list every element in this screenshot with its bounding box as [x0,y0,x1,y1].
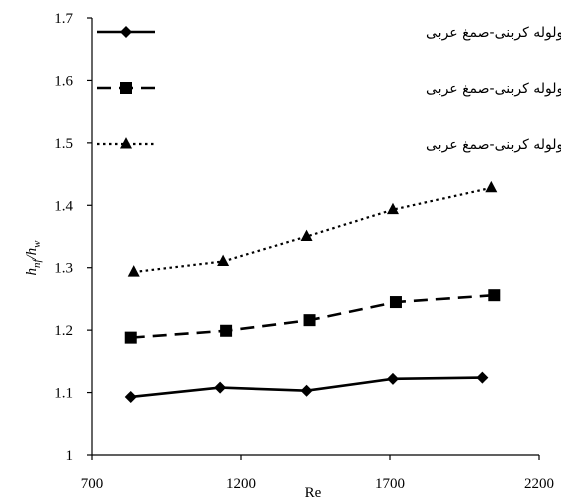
data-point-diamond [386,372,399,385]
x-ticks: 700 1200 1700 2200 [81,455,554,492]
series-3 [127,180,498,277]
x-tick-label: 1200 [226,476,256,492]
data-point-diamond [300,384,313,397]
series-1 [124,371,489,403]
data-point-triangle [127,265,140,277]
y-tick-label: 1.2 [54,323,73,339]
legend-entry-2: ٪۰/۱ وزنی نانولوله کربنی-صمغ عربی [97,81,561,97]
x-axis-title: Re [305,485,322,500]
data-point-triangle [120,137,132,149]
legend-entry-3: ٪۰/۲ وزنی نانولوله کربنی-صمغ عربی [97,137,561,153]
y-axis-title-slash: / [24,253,40,260]
y-axis-title-main: h [24,268,40,276]
legend: ٪۰/۰۵ وزنی نانولوله کربنی-صمغ عربی ٪۰/۱ و… [97,25,561,153]
data-point-square [220,324,233,337]
y-tick-label: 1 [66,448,74,464]
legend-label: ٪۰/۰۵ وزنی نانولوله کربنی-صمغ عربی [426,25,561,41]
y-ticks: 1 1.1 1.2 1.3 1.4 1.5 1.6 1.7 [54,11,92,464]
data-point-square [124,331,137,344]
series-line [133,186,492,274]
y-tick-label: 1.7 [54,11,73,27]
y-axis-title-sub-bottom: w [31,240,43,248]
series-layer [124,180,501,403]
y-tick-label: 1.4 [54,198,73,214]
data-point-triangle [300,229,313,241]
data-point-triangle [217,254,230,266]
series-2 [124,289,501,344]
data-point-diamond [476,371,489,384]
x-tick-label: 2200 [524,476,554,492]
data-point-diamond [120,26,132,38]
axes [91,18,539,456]
x-tick-label: 700 [81,476,104,492]
y-tick-label: 1.1 [54,386,73,402]
y-tick-label: 1.5 [54,136,73,152]
data-point-square [389,296,402,309]
data-point-triangle [485,180,498,193]
y-axis-title-sub-top: nf [31,258,43,269]
data-point-diamond [124,390,137,403]
y-axis-title-main-bottom: h [24,248,40,256]
legend-label: ٪۰/۱ وزنی نانولوله کربنی-صمغ عربی [426,81,561,97]
legend-entry-1: ٪۰/۰۵ وزنی نانولوله کربنی-صمغ عربی [97,25,561,41]
x-tick-label: 1700 [375,476,405,492]
data-point-square [488,289,501,302]
legend-label: ٪۰/۲ وزنی نانولوله کربنی-صمغ عربی [426,137,561,153]
data-point-triangle [386,202,399,215]
y-axis-title: hnf/hw [24,240,43,276]
data-point-diamond [214,381,227,394]
y-tick-label: 1.3 [54,261,73,277]
data-point-square [303,314,316,327]
data-point-square [120,82,132,94]
y-tick-label: 1.6 [54,73,73,89]
